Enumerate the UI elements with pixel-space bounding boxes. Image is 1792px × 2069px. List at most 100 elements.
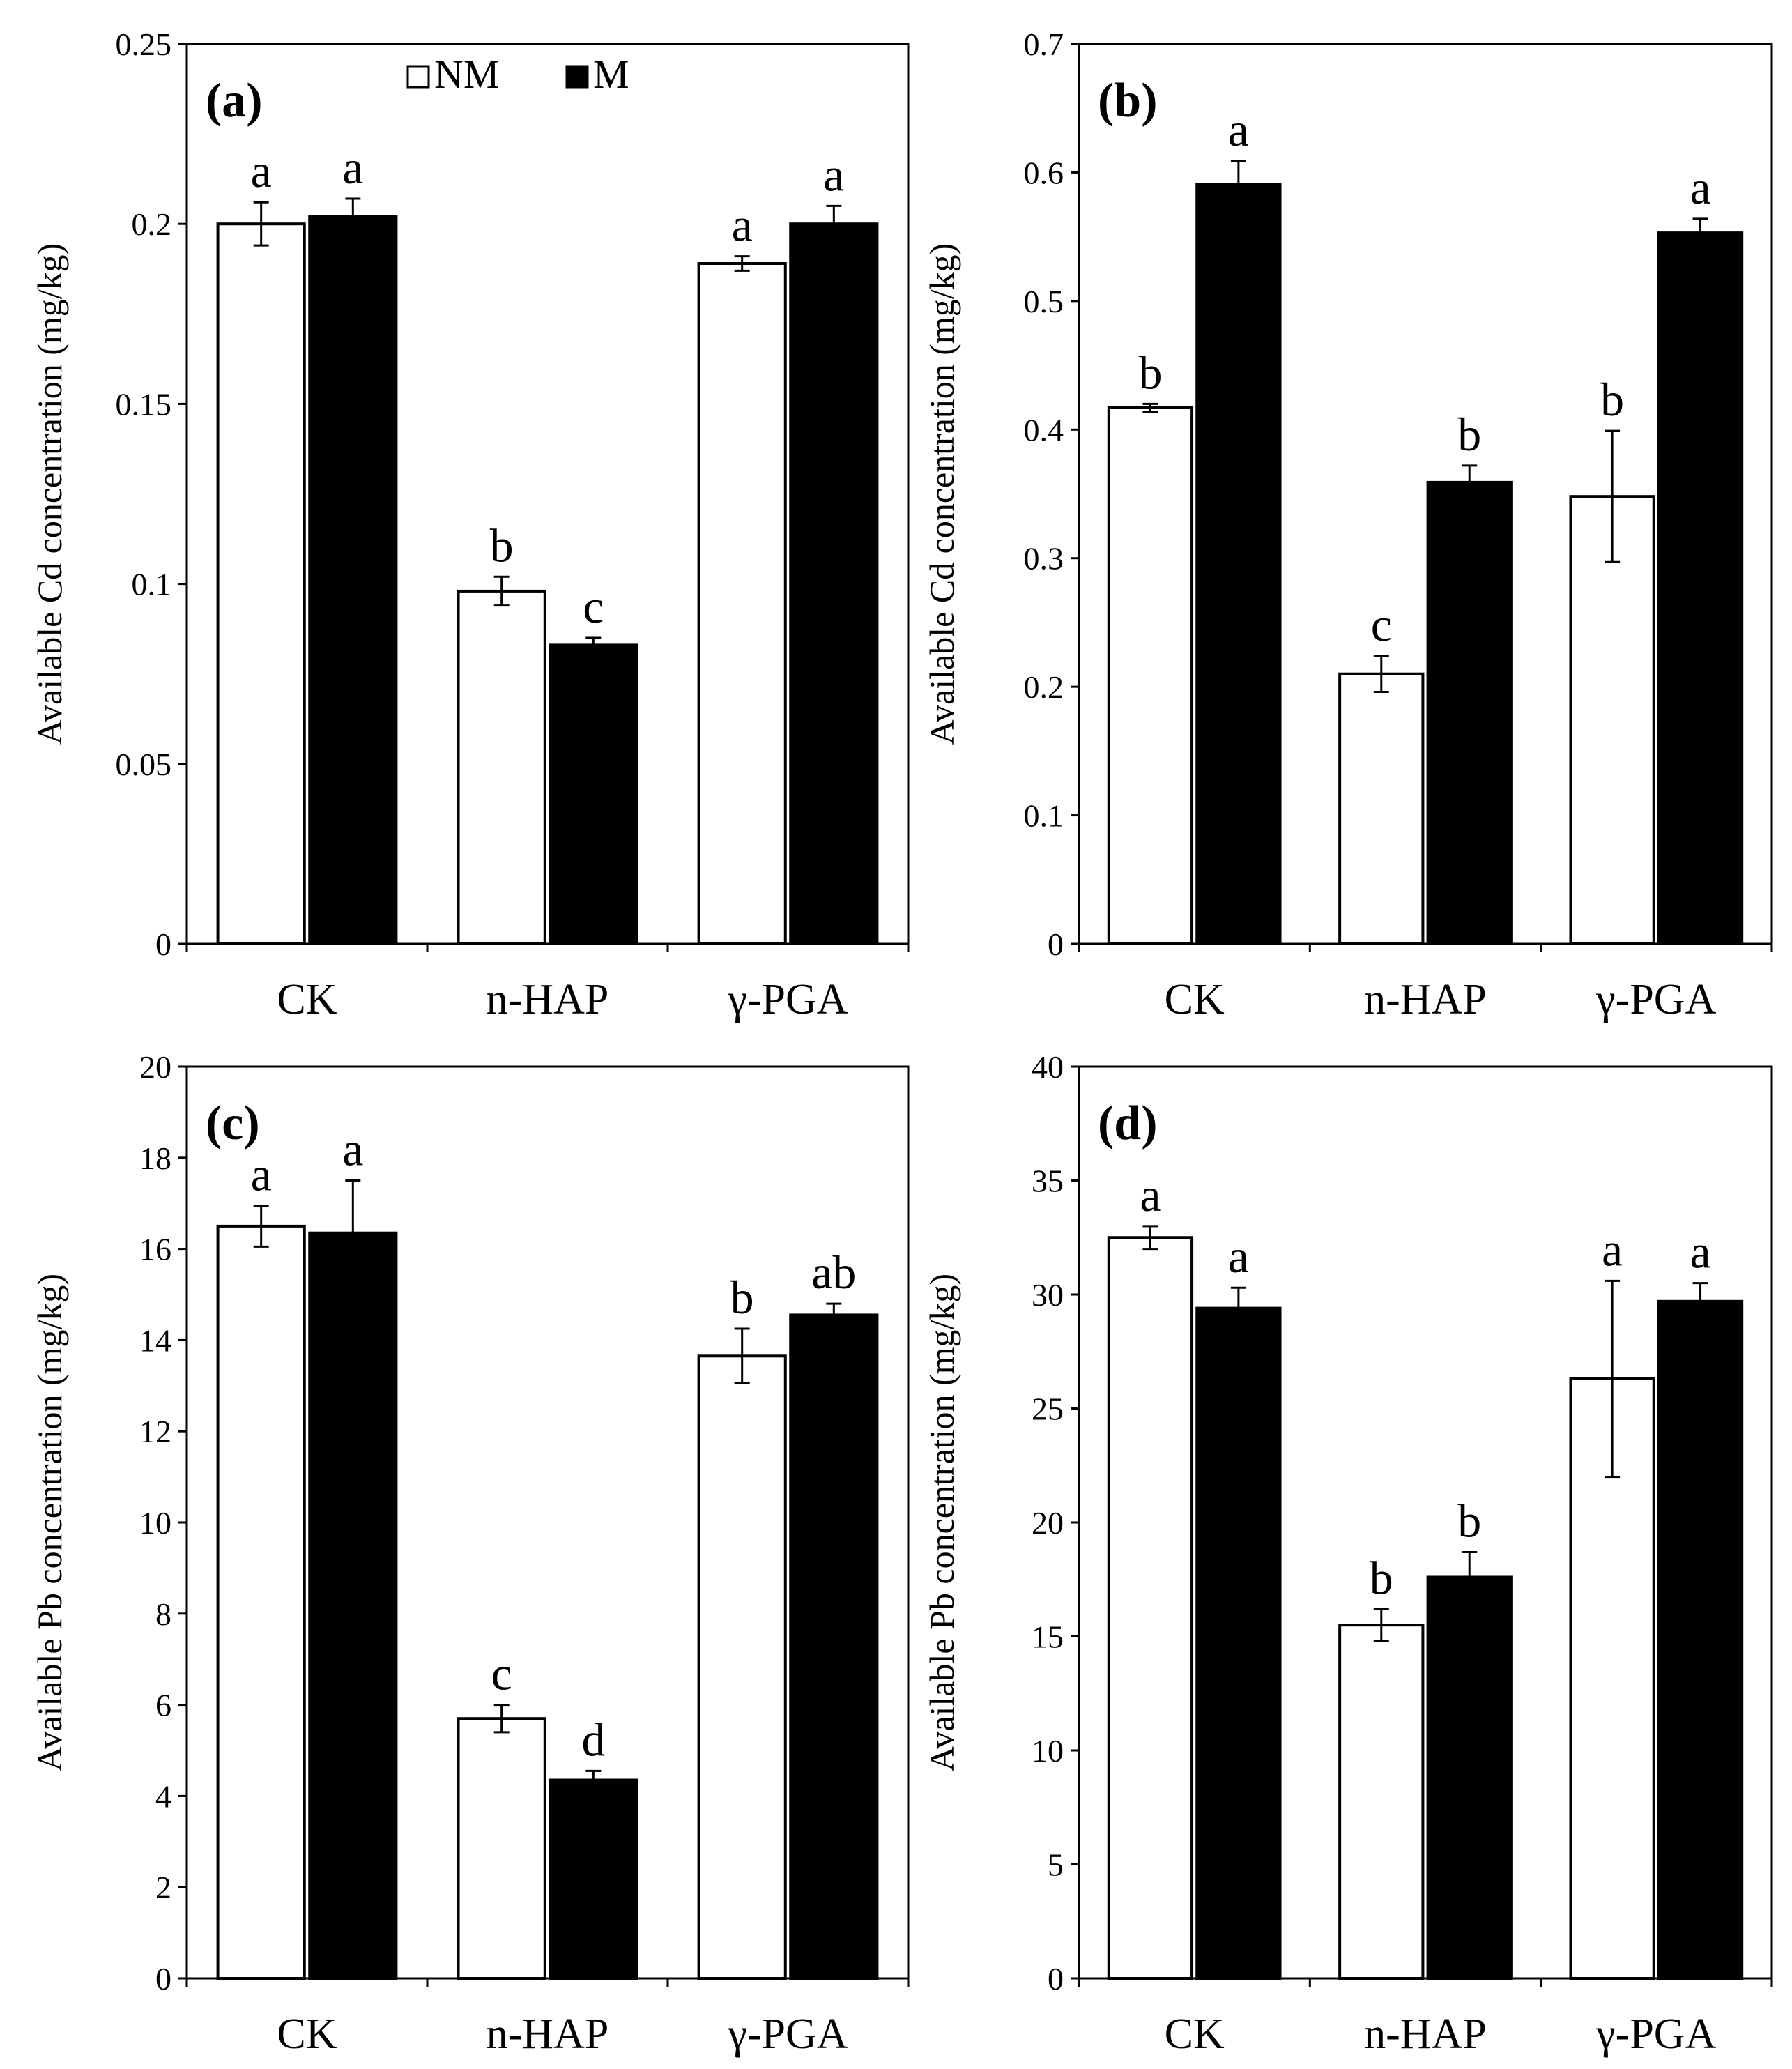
- y-tick-label: 14: [139, 1322, 171, 1358]
- y-tick-label: 20: [139, 1049, 171, 1085]
- significance-letter: b: [1600, 373, 1624, 426]
- plot-frame: [1078, 43, 1773, 945]
- y-tick-label: 12: [139, 1414, 171, 1449]
- y-tick-label: 0.1: [1024, 798, 1064, 834]
- chart-panel-a: 0 0.05 0.1 0.15 0.2 0.25 CK n-HAP γ-PGA Available…: [30, 26, 910, 1023]
- x-category-label: γ-PGA: [1595, 2010, 1716, 2058]
- x-category-label: n-HAP: [487, 2010, 609, 2058]
- significance-letter: b: [490, 519, 514, 572]
- y-axis-title: Available Cd concentration (mg/kg): [30, 243, 69, 745]
- bar-m-pga: [789, 222, 879, 946]
- y-tick-label: 0.5: [1024, 284, 1064, 319]
- legend-swatch-nm: [406, 65, 430, 89]
- bar-m-nhap: [1426, 480, 1513, 945]
- significance-letter: b: [1138, 346, 1162, 399]
- y-tick-label: 0.7: [1024, 26, 1064, 62]
- x-category-label: CK: [1165, 976, 1225, 1023]
- significance-letter: a: [1228, 1230, 1249, 1283]
- bar-m-nhap: [549, 643, 638, 945]
- y-tick-label: 0.2: [1024, 669, 1064, 705]
- panel-label: (d): [1098, 1097, 1158, 1150]
- y-tick-label: 0.4: [1024, 412, 1064, 448]
- y-tick-label: 20: [1032, 1505, 1064, 1541]
- y-tick-label: 0.6: [1024, 155, 1064, 190]
- significance-letter: ab: [811, 1246, 856, 1299]
- significance-letter: c: [1371, 598, 1392, 651]
- bar-m-ck: [1195, 1306, 1282, 1980]
- y-tick-label: 0.05: [116, 747, 172, 782]
- y-tick-label: 10: [1032, 1733, 1064, 1769]
- chart-panel-d: 0 5 10 15 20 25 30 35 40 CK n-HAP γ-PGA Available Pb…: [922, 1049, 1773, 2058]
- bar-m-pga: [1657, 231, 1744, 945]
- significance-letter: b: [1457, 1495, 1481, 1548]
- x-category-label: CK: [277, 2010, 337, 2058]
- bar-nm-ck: [216, 222, 306, 946]
- bar-m-nhap: [1426, 1575, 1513, 1980]
- y-tick-label: 0.2: [132, 206, 172, 242]
- y-tick-label: 2: [155, 1870, 171, 1905]
- bar-nm-pga: [697, 262, 787, 945]
- bar-m-ck: [308, 215, 398, 946]
- significance-letter: a: [251, 1147, 272, 1200]
- significance-letter: a: [1690, 1226, 1710, 1278]
- chart-panel-b: 0 0.1 0.2 0.3 0.4 0.5 0.6 0.7 CK n-HAP γ-PGA Availa…: [922, 26, 1773, 1023]
- y-tick-label: 16: [139, 1232, 171, 1267]
- bar-nm-ck: [1107, 1236, 1194, 1980]
- y-tick-label: 10: [139, 1505, 171, 1541]
- bar-m-nhap: [549, 1778, 638, 1980]
- significance-letter: c: [583, 580, 604, 633]
- significance-letter: a: [823, 148, 844, 201]
- y-tick-label: 25: [1032, 1391, 1064, 1427]
- x-category-label: n-HAP: [487, 976, 609, 1023]
- x-category-label: n-HAP: [1364, 2010, 1487, 2058]
- bar-m-ck: [1195, 183, 1282, 946]
- bar-nm-nhap: [1338, 1624, 1425, 1980]
- y-tick-label: 30: [1032, 1277, 1064, 1313]
- significance-letter: b: [730, 1271, 754, 1324]
- y-tick-label: 6: [155, 1688, 171, 1723]
- y-tick-label: 5: [1048, 1847, 1064, 1883]
- y-tick-label: 0.3: [1024, 541, 1064, 577]
- bar-nm-nhap: [1338, 672, 1425, 945]
- significance-letter: a: [1140, 1168, 1161, 1221]
- x-category-label: γ-PGA: [1595, 976, 1716, 1023]
- legend-label: M: [593, 52, 629, 97]
- significance-letter: a: [1690, 161, 1710, 214]
- y-tick-label: 0: [155, 926, 171, 962]
- y-tick-label: 0.1: [132, 567, 172, 602]
- significance-letter: a: [1602, 1223, 1623, 1276]
- bar-nm-nhap: [457, 1717, 546, 1980]
- x-category-label: CK: [277, 976, 337, 1023]
- significance-letter: b: [1457, 408, 1481, 461]
- significance-letter: c: [491, 1647, 512, 1700]
- y-axis-title: Available Pb concentration (mg/kg): [30, 1274, 69, 1771]
- y-axis-title: Available Pb concentration (mg/kg): [922, 1274, 961, 1771]
- y-tick-label: 40: [1032, 1049, 1064, 1085]
- chart-panel-c: 0 2 4 6 8 10 12 14 16 18 20 CK n-HAP γ-PGA Available P…: [30, 1049, 910, 2058]
- significance-letter: b: [1370, 1551, 1393, 1604]
- legend: NM M: [406, 52, 629, 97]
- y-tick-label: 0: [1048, 926, 1064, 962]
- bar-m-ck: [308, 1231, 398, 1980]
- significance-letter: a: [251, 144, 272, 197]
- y-tick-label: 15: [1032, 1619, 1064, 1655]
- significance-letter: a: [342, 141, 363, 194]
- panel-label: (a): [206, 74, 263, 128]
- bar-m-pga: [1657, 1299, 1744, 1980]
- legend-swatch-m: [565, 65, 589, 89]
- significance-letter: a: [342, 1123, 363, 1176]
- x-category-label: γ-PGA: [727, 2010, 848, 2058]
- y-tick-label: 8: [155, 1596, 171, 1632]
- y-tick-label: 35: [1032, 1163, 1064, 1199]
- y-axis-title: Available Cd concentration (mg/kg): [922, 243, 961, 745]
- y-tick-label: 4: [155, 1778, 171, 1814]
- x-category-label: CK: [1165, 2010, 1225, 2058]
- bar-nm-pga: [1569, 495, 1655, 945]
- bar-nm-ck: [216, 1224, 306, 1980]
- bar-nm-nhap: [457, 589, 546, 945]
- panel-label: (b): [1098, 74, 1158, 128]
- bar-nm-pga: [697, 1354, 787, 1980]
- y-tick-label: 0: [1048, 1961, 1064, 1997]
- y-tick-label: 0.25: [116, 26, 172, 62]
